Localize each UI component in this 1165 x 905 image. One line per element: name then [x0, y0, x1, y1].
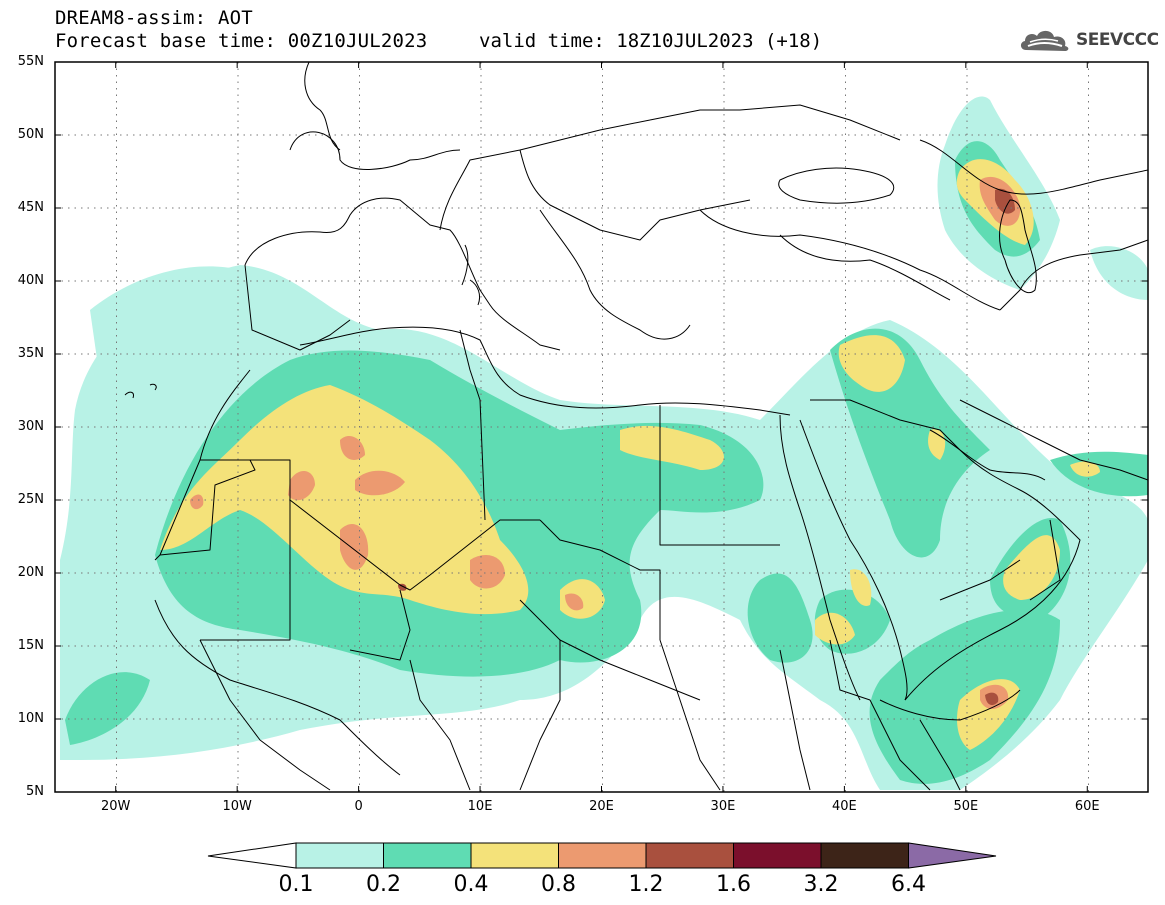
map-title: DREAM8-assim: AOT — [55, 7, 253, 29]
colorbar-label: 1.2 — [628, 872, 664, 897]
colorbar-bin-4 — [645, 842, 734, 869]
colorbar-label: 1.6 — [716, 872, 751, 897]
lon-label: 40E — [831, 799, 857, 814]
lat-label: 20N — [17, 565, 44, 580]
lon-label: 10W — [222, 799, 252, 814]
axis-ticks — [55, 61, 1148, 793]
forecast-base-time: Forecast base time: 00Z10JUL2023 — [55, 30, 428, 52]
lat-label: 10N — [17, 711, 44, 726]
colorbar-label: 0.8 — [541, 872, 576, 897]
colorbar-bin-1 — [383, 842, 472, 869]
colorbar-label: 6.4 — [891, 872, 926, 897]
lon-label: 0 — [354, 799, 363, 814]
lat-label: 25N — [17, 492, 44, 507]
lat-label: 5N — [26, 784, 44, 799]
lat-label: 30N — [17, 419, 44, 434]
lat-label: 40N — [17, 273, 44, 288]
colorbar-over-arrow — [908, 842, 997, 869]
colorbar-bin-2 — [470, 842, 559, 869]
valid-time: valid time: 18Z10JUL2023 (+18) — [479, 30, 823, 52]
seevccc-logo: SEEVCCC — [1018, 26, 1159, 54]
colorbar-under-arrow — [207, 842, 297, 869]
colorbar-bin-5 — [733, 842, 822, 869]
colorbar-label: 0.2 — [366, 872, 401, 897]
cloud-icon — [1020, 30, 1069, 51]
lat-label: 45N — [17, 200, 44, 215]
lon-label: 20W — [101, 799, 131, 814]
aot-shading — [60, 96, 1148, 790]
colorbar-label: 0.4 — [453, 872, 489, 897]
lon-label: 20E — [589, 799, 614, 814]
colorbar-bin-6 — [820, 842, 909, 869]
logo-text: SEEVCCC — [1076, 30, 1159, 50]
colorbar-label: 3.2 — [803, 872, 839, 897]
colorbar-label: 0.1 — [278, 872, 314, 897]
lon-label: 50E — [953, 799, 979, 814]
lat-label: 55N — [17, 54, 44, 69]
lon-label: 30E — [710, 799, 736, 814]
colorbar-bin-3 — [558, 842, 647, 869]
lon-label: 60E — [1074, 799, 1100, 814]
lat-label: 50N — [17, 127, 44, 142]
lat-label: 35N — [17, 346, 44, 361]
lat-label: 15N — [17, 638, 44, 653]
country-borders — [124, 62, 1148, 791]
colorbar — [207, 842, 997, 869]
lon-label: 10E — [467, 799, 493, 814]
colorbar-bin-0 — [295, 842, 384, 869]
